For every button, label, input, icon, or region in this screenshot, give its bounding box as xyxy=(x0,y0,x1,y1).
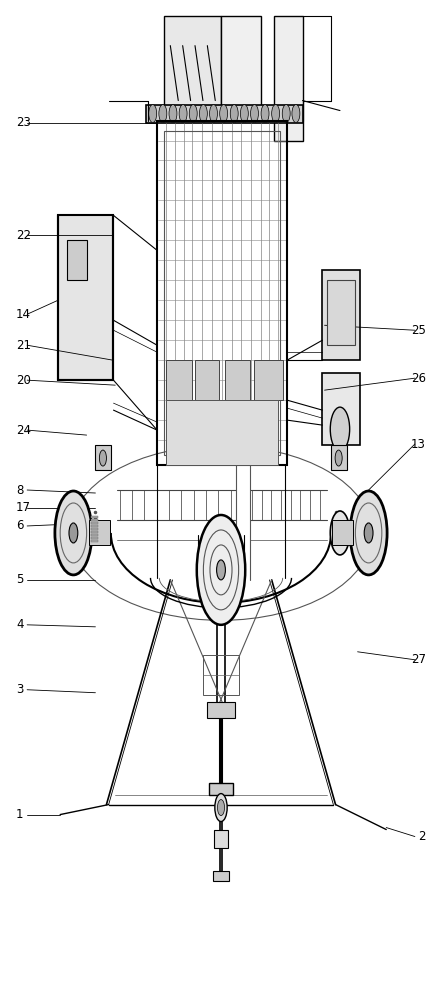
Bar xyxy=(164,16,221,111)
Bar xyxy=(331,445,347,470)
Circle shape xyxy=(220,105,228,123)
Circle shape xyxy=(251,105,259,123)
Bar xyxy=(157,121,287,465)
Text: 26: 26 xyxy=(411,372,426,385)
Bar xyxy=(213,830,229,848)
Circle shape xyxy=(210,105,217,123)
Circle shape xyxy=(350,491,387,575)
Bar xyxy=(221,16,261,111)
Bar xyxy=(67,240,87,280)
Bar xyxy=(213,871,229,881)
Circle shape xyxy=(240,105,248,123)
Circle shape xyxy=(292,105,300,123)
Text: 1: 1 xyxy=(16,808,23,821)
Circle shape xyxy=(179,105,187,123)
Bar xyxy=(157,121,287,465)
Circle shape xyxy=(261,105,269,123)
Text: 23: 23 xyxy=(16,116,31,129)
Circle shape xyxy=(330,511,350,555)
Circle shape xyxy=(69,523,78,543)
Bar xyxy=(58,215,113,380)
Bar xyxy=(91,525,98,527)
Circle shape xyxy=(149,105,156,123)
Text: 24: 24 xyxy=(16,424,31,437)
Text: 8: 8 xyxy=(16,484,23,497)
Bar xyxy=(89,520,110,545)
Circle shape xyxy=(189,105,197,123)
Bar xyxy=(166,400,278,465)
Bar xyxy=(91,519,98,521)
Text: 2: 2 xyxy=(419,830,426,843)
Text: 14: 14 xyxy=(16,308,31,321)
Circle shape xyxy=(199,105,207,123)
Circle shape xyxy=(282,105,290,123)
Circle shape xyxy=(55,491,92,575)
Text: 20: 20 xyxy=(16,374,31,387)
Bar xyxy=(91,516,98,518)
Bar xyxy=(322,270,360,360)
Circle shape xyxy=(159,105,167,123)
Circle shape xyxy=(364,523,373,543)
Bar xyxy=(207,702,235,718)
Circle shape xyxy=(215,794,227,822)
Bar xyxy=(332,520,353,545)
Bar xyxy=(91,528,98,530)
Bar xyxy=(91,537,98,539)
Text: 25: 25 xyxy=(411,324,426,337)
Circle shape xyxy=(272,105,280,123)
Circle shape xyxy=(335,450,342,466)
Text: 22: 22 xyxy=(16,229,31,242)
Text: 13: 13 xyxy=(411,438,426,451)
Bar xyxy=(254,360,283,400)
Circle shape xyxy=(230,105,238,123)
Bar xyxy=(146,105,302,123)
Circle shape xyxy=(169,105,177,123)
Bar xyxy=(194,360,219,400)
Bar xyxy=(91,531,98,533)
Text: 27: 27 xyxy=(411,653,426,666)
Bar xyxy=(91,540,98,542)
Bar xyxy=(209,783,233,795)
Bar xyxy=(166,360,192,400)
Bar xyxy=(225,360,250,400)
Circle shape xyxy=(330,407,350,451)
Text: 3: 3 xyxy=(16,683,23,696)
Bar xyxy=(274,16,302,140)
Circle shape xyxy=(197,515,245,625)
Bar xyxy=(91,534,98,536)
Text: 4: 4 xyxy=(16,618,23,631)
Text: 17: 17 xyxy=(16,501,31,514)
Text: 5: 5 xyxy=(16,573,23,586)
Bar xyxy=(95,445,111,470)
Circle shape xyxy=(99,450,107,466)
Circle shape xyxy=(217,800,225,816)
Circle shape xyxy=(217,560,225,580)
Bar xyxy=(322,373,360,445)
Text: 21: 21 xyxy=(16,339,31,352)
Ellipse shape xyxy=(58,428,384,638)
Bar xyxy=(203,655,239,695)
Text: 6: 6 xyxy=(16,519,23,532)
Bar xyxy=(327,280,355,345)
Bar xyxy=(164,131,281,455)
Bar xyxy=(91,522,98,524)
